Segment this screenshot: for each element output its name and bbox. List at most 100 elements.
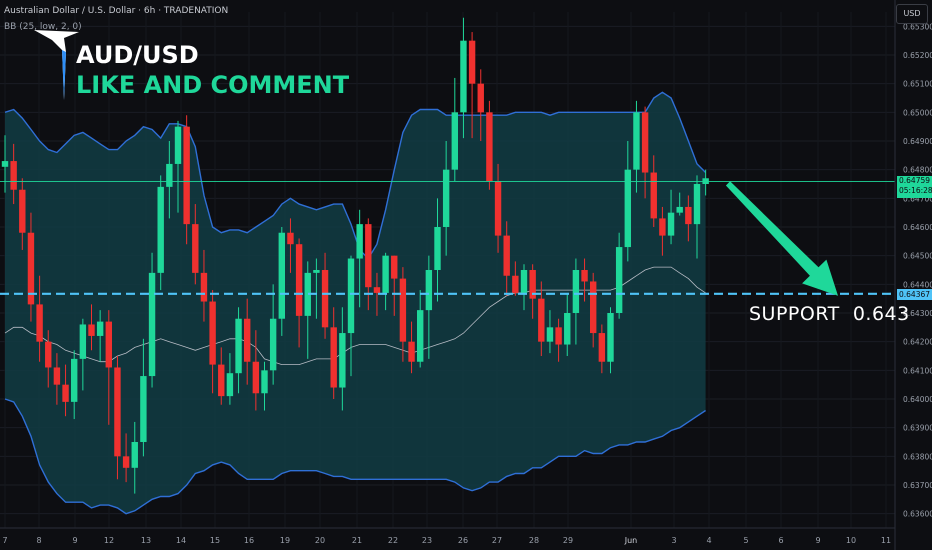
time-tick-label: 29 (563, 536, 573, 545)
candle-body (261, 370, 268, 394)
candle-body (45, 341, 52, 368)
time-tick-label: 10 (846, 536, 856, 545)
candle-body (650, 172, 657, 219)
time-tick-label: 15 (210, 536, 220, 545)
candle-body (218, 364, 225, 397)
bollinger-lower-line (4, 398, 706, 515)
candle-body (434, 227, 441, 270)
price-axis: 0.65300 0.65200 0.65100 0.65000 0.64900 0.648… (903, 22, 932, 518)
candle-body (244, 318, 251, 362)
candle-body (693, 184, 701, 225)
candle-body (192, 224, 199, 273)
price-tick-label: 0.64100 (903, 366, 932, 375)
time-tick-label: 22 (388, 536, 398, 545)
time-tick-label: 9 (72, 536, 77, 545)
indicator-legend[interactable]: BB (25, low, 2, 0) (4, 22, 82, 32)
time-tick-label: 21 (352, 536, 362, 545)
call-to-action: LIKE AND COMMENT (76, 71, 350, 99)
candle-body (330, 327, 337, 388)
price-tick-label: 0.64400 (903, 280, 932, 289)
time-tick-label: 23 (422, 536, 432, 545)
candle-body (304, 272, 311, 316)
candle-body (295, 244, 303, 316)
candle-body (347, 258, 355, 334)
arrow-shape (725, 181, 838, 296)
candle-body (641, 112, 649, 173)
candle-body (633, 112, 640, 170)
candle-body (269, 318, 277, 371)
time-tick-label: 8 (36, 536, 41, 545)
candle-body (339, 333, 346, 388)
currency-button[interactable]: USD (896, 4, 928, 24)
candle-body (520, 270, 528, 293)
candle-body (235, 318, 242, 374)
candle-body (10, 161, 17, 190)
candle-body (607, 313, 614, 362)
candle-body (477, 83, 484, 113)
candle-body (96, 321, 104, 336)
candle-body (166, 163, 173, 187)
down-arrow-icon (725, 181, 838, 296)
price-tick-label: 0.65000 (903, 108, 932, 117)
price-tick-label: 0.65300 (903, 22, 932, 31)
candle-body (391, 255, 398, 279)
candle-body (598, 333, 606, 362)
candle-body (494, 181, 502, 236)
pair-title: AUD/USD (76, 41, 199, 69)
time-tick-label: 3 (671, 536, 676, 545)
candle-body (1, 161, 9, 167)
candle-body (572, 270, 580, 313)
candle-body (503, 235, 510, 276)
candle-body (486, 112, 493, 182)
price-tick-label: 0.65100 (903, 80, 932, 89)
time-tick-label: 11 (881, 536, 891, 545)
candle-body (53, 367, 61, 385)
time-tick-label: Jun (624, 536, 638, 545)
candle-body (209, 301, 216, 365)
candle-body (183, 126, 190, 225)
price-tick-label: 0.64300 (903, 309, 932, 318)
candle-body (200, 272, 208, 302)
price-tick-label: 0.65200 (903, 51, 932, 60)
candle-body (615, 247, 623, 313)
time-tick-label: 13 (141, 536, 151, 545)
candles (1, 17, 709, 494)
candle-body (148, 272, 156, 377)
candle-body (460, 40, 467, 113)
time-tick-label: 27 (492, 536, 502, 545)
candle-body (667, 212, 675, 236)
price-tick-label: 0.64000 (903, 395, 932, 404)
candle-body (157, 186, 164, 273)
candle-body (122, 456, 130, 468)
candle-body (365, 224, 372, 288)
support-price-tag: 0.64367 (897, 289, 932, 300)
candle-body (546, 327, 554, 342)
candle-body (425, 270, 433, 311)
candle-body (373, 287, 381, 293)
time-tick-label: 5 (743, 536, 748, 545)
time-tick-label: 12 (104, 536, 114, 545)
candle-body (226, 373, 234, 397)
candle-body (382, 255, 389, 293)
price-tick-label: 0.64600 (903, 223, 932, 232)
candle-body (105, 321, 112, 368)
time-tick-label: 14 (176, 536, 186, 545)
bollinger-upper-line (4, 91, 707, 260)
candle-body (624, 169, 631, 248)
price-tick-label: 0.63900 (903, 424, 932, 433)
candle-body (581, 270, 588, 282)
candle-body (140, 376, 147, 442)
candle-body (529, 270, 536, 299)
candle-body (79, 324, 87, 359)
time-tick-label: 20 (315, 536, 325, 545)
time-tick-label: 6 (778, 536, 783, 545)
time-tick-label: 26 (458, 536, 468, 545)
current-price-tag: 0.64759 05:16:28 (897, 176, 932, 198)
time-tick-label: 19 (280, 536, 290, 545)
time-tick-label: 28 (529, 536, 539, 545)
candle-body (512, 275, 519, 293)
time-axis: 7 8 9 12 13 14 15 16 19 20 21 22 23 26 27 28 29 Jun 3 4 5 6 9 1… (2, 536, 891, 545)
candle-body (442, 169, 450, 227)
candle-body (538, 298, 545, 342)
